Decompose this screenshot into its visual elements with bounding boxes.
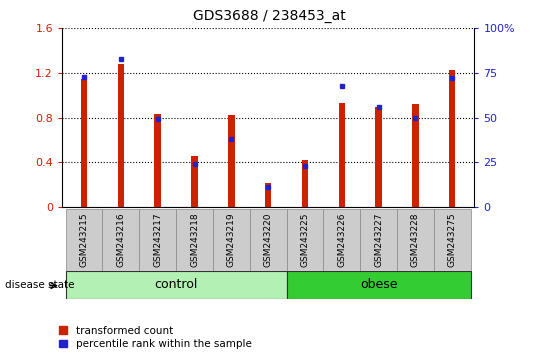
Bar: [449, 70, 455, 207]
Bar: [191, 156, 198, 207]
Bar: [81, 79, 87, 207]
Bar: [287, 271, 471, 299]
Text: GSM243215: GSM243215: [80, 212, 88, 267]
Bar: [397, 209, 434, 271]
Bar: [434, 209, 471, 271]
Text: GSM243275: GSM243275: [448, 212, 457, 267]
Bar: [287, 209, 323, 271]
Text: obese: obese: [360, 279, 397, 291]
Bar: [102, 209, 139, 271]
Text: GSM243217: GSM243217: [153, 212, 162, 267]
Bar: [139, 209, 176, 271]
Legend: transformed count, percentile rank within the sample: transformed count, percentile rank withi…: [59, 326, 252, 349]
Bar: [412, 104, 419, 207]
Text: GSM243226: GSM243226: [337, 213, 346, 267]
Bar: [228, 115, 234, 207]
Bar: [213, 209, 250, 271]
Text: GSM243218: GSM243218: [190, 212, 199, 267]
Text: GSM243228: GSM243228: [411, 213, 420, 267]
Bar: [155, 114, 161, 207]
Text: control: control: [155, 279, 198, 291]
Bar: [323, 209, 360, 271]
Bar: [176, 209, 213, 271]
Bar: [265, 183, 271, 207]
Bar: [375, 107, 382, 207]
Text: GSM243225: GSM243225: [300, 213, 309, 267]
Bar: [66, 271, 287, 299]
Bar: [338, 103, 345, 207]
Text: disease state: disease state: [5, 280, 75, 290]
Text: GDS3688 / 238453_at: GDS3688 / 238453_at: [193, 9, 346, 23]
Bar: [250, 209, 287, 271]
Bar: [66, 209, 102, 271]
Text: GSM243219: GSM243219: [227, 212, 236, 267]
Bar: [302, 160, 308, 207]
Bar: [118, 64, 124, 207]
Text: GSM243227: GSM243227: [374, 213, 383, 267]
Bar: [360, 209, 397, 271]
Text: GSM243216: GSM243216: [116, 212, 126, 267]
Text: GSM243220: GSM243220: [264, 213, 273, 267]
